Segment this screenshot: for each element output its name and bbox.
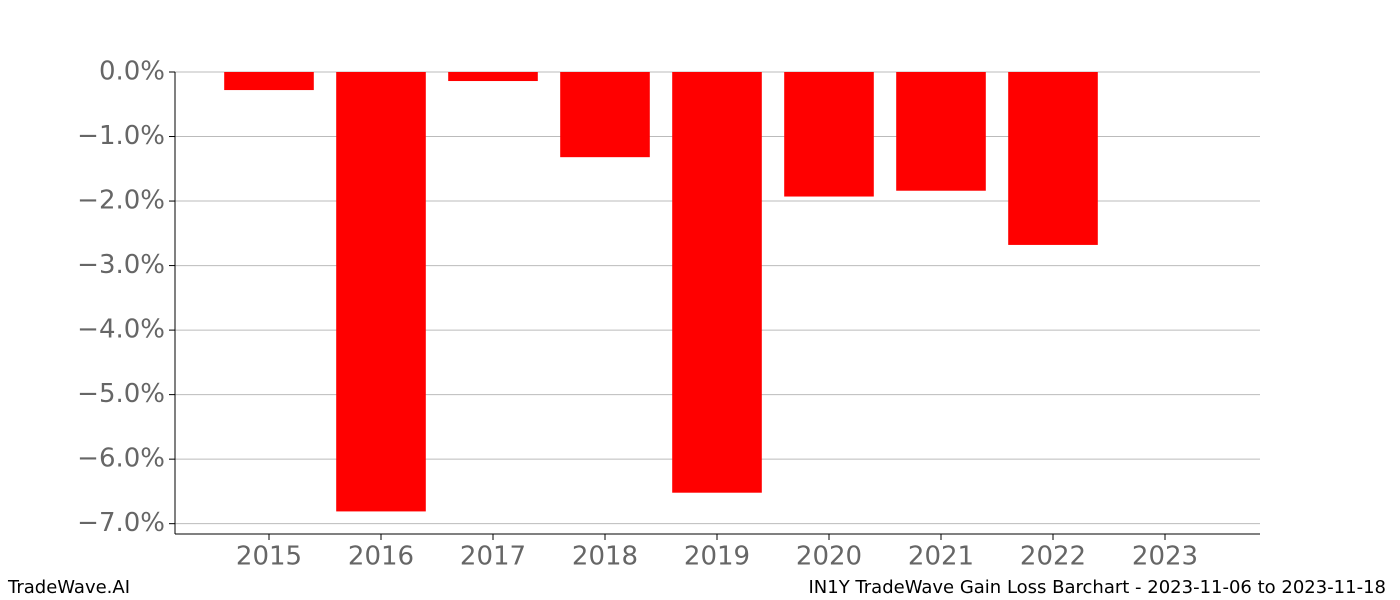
bar: [896, 72, 986, 191]
y-tick-label: −2.0%: [77, 186, 165, 216]
bar: [224, 72, 314, 91]
x-tick-label: 2018: [572, 542, 638, 572]
y-tick-label: −1.0%: [77, 121, 165, 151]
x-tick-label: 2022: [1020, 542, 1086, 572]
y-tick-label: 0.0%: [99, 57, 165, 87]
bar: [1008, 72, 1098, 245]
brand: TradeWave.AI: [7, 577, 130, 598]
x-tick-label: 2021: [908, 542, 974, 572]
y-tick-label: −4.0%: [77, 315, 165, 345]
x-tick-label: 2016: [348, 542, 414, 572]
bar: [448, 72, 538, 82]
y-tick-label: −5.0%: [77, 379, 165, 409]
x-tick-label: 2023: [1132, 542, 1198, 572]
x-tick-label: 2019: [684, 542, 750, 572]
x-tick-label: 2015: [236, 542, 302, 572]
y-tick-label: −7.0%: [77, 508, 165, 538]
bar: [336, 72, 426, 512]
y-tick-label: −3.0%: [77, 250, 165, 280]
y-tick-label: −6.0%: [77, 444, 165, 474]
x-tick-label: 2020: [796, 542, 862, 572]
bar: [672, 72, 762, 493]
chart-title: IN1Y TradeWave Gain Loss Barchart - 2023…: [808, 577, 1386, 598]
x-tick-label: 2017: [460, 542, 526, 572]
bar: [560, 72, 650, 158]
bar: [784, 72, 874, 197]
